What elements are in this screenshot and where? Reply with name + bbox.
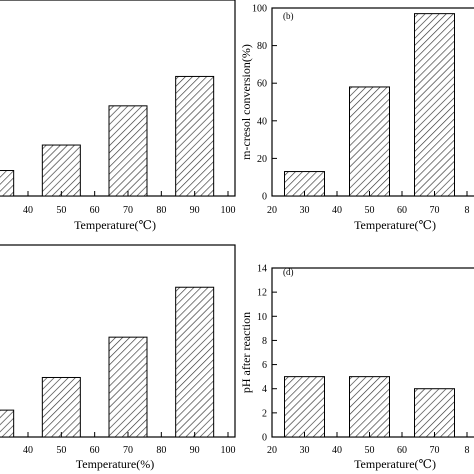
x-tick-label: 50 [365, 205, 375, 216]
x-tick-label: 90 [190, 445, 200, 456]
x-tick-label: 40 [332, 205, 342, 216]
y-tick-label: 14 [257, 264, 267, 275]
panel-label: (b) [283, 11, 294, 21]
x-axis-title: Temperature(℃) [354, 218, 436, 232]
x-tick-label: 70 [123, 205, 133, 216]
y-tick-label: 8 [262, 336, 267, 347]
x-tick-label: 8 [465, 445, 470, 456]
x-tick-label: 60 [90, 205, 100, 216]
bar-70 [108, 336, 148, 438]
x-tick-label: 70 [430, 445, 440, 456]
x-tick-label: 90 [190, 205, 200, 216]
x-tick-label: 80 [156, 445, 166, 456]
x-tick-label: 100 [221, 205, 236, 216]
y-tick-label: 100 [252, 4, 267, 15]
bar-50 [41, 144, 81, 197]
y-tick-label: 0 [262, 192, 267, 203]
y-tick-label: 80 [257, 41, 267, 52]
panel-d: 20 30 40 50 60 70 802468101214Temperature(℃)pH… [239, 264, 474, 471]
x-tick-label: 80 [156, 205, 166, 216]
panel-b: 20 30 40 50 60 70 8020406080100Temperature(℃)m… [239, 4, 474, 232]
x-tick-label: 60 [397, 445, 407, 456]
x-tick-label: 40 [332, 445, 342, 456]
x-tick-label: 100 [221, 445, 236, 456]
panel-label: (d) [283, 267, 294, 277]
x-tick-label: 20 [267, 445, 277, 456]
bar-50 [349, 376, 390, 438]
y-tick-label: 60 [257, 79, 267, 90]
bar-90 [175, 75, 215, 197]
bar-70 [414, 388, 455, 438]
x-tick-label: 40 [23, 445, 33, 456]
y-tick-label: 10 [257, 312, 267, 323]
x-tick-label: 50 [56, 445, 66, 456]
x-tick-label: 20 [267, 205, 277, 216]
x-tick-label: 70 [430, 205, 440, 216]
x-axis-title: Temperature(%) [76, 457, 154, 471]
x-tick-label: 60 [90, 445, 100, 456]
x-tick-label: 70 [123, 445, 133, 456]
bar-30 [284, 376, 325, 438]
y-tick-label: 20 [257, 154, 267, 165]
y-tick-label: 0 [262, 433, 267, 444]
y-axis-title: pH after reaction [239, 312, 253, 393]
bar-90 [175, 286, 215, 438]
bar-30 [0, 170, 15, 197]
x-tick-label: 60 [397, 205, 407, 216]
bar-70 [108, 105, 148, 197]
x-tick-label: 50 [56, 205, 66, 216]
x-tick-label: 8 [465, 205, 470, 216]
y-tick-label: 40 [257, 116, 267, 127]
y-tick-label: 12 [257, 288, 267, 299]
x-tick-label: 30 [300, 205, 310, 216]
y-tick-label: 2 [262, 408, 267, 419]
bar-30 [0, 409, 15, 438]
x-tick-label: 40 [23, 205, 33, 216]
bar-50 [41, 376, 81, 438]
panel-a: 40 50 60 70 80 90 100 Temperature(℃) [0, 0, 236, 232]
y-tick-label: 6 [262, 360, 267, 371]
x-tick-label: 30 [300, 445, 310, 456]
x-axis-title: Temperature(℃) [74, 218, 156, 232]
panel-c: 40 50 60 70 80 90 100 Temperature(%) [0, 244, 236, 471]
bar-50 [349, 86, 390, 197]
x-tick-label: 50 [365, 445, 375, 456]
y-axis-title: m-cresol conversion(%) [239, 44, 253, 160]
x-axis-title: Temperature(℃) [354, 457, 436, 471]
bar-70 [414, 13, 455, 197]
y-tick-label: 4 [262, 384, 267, 395]
